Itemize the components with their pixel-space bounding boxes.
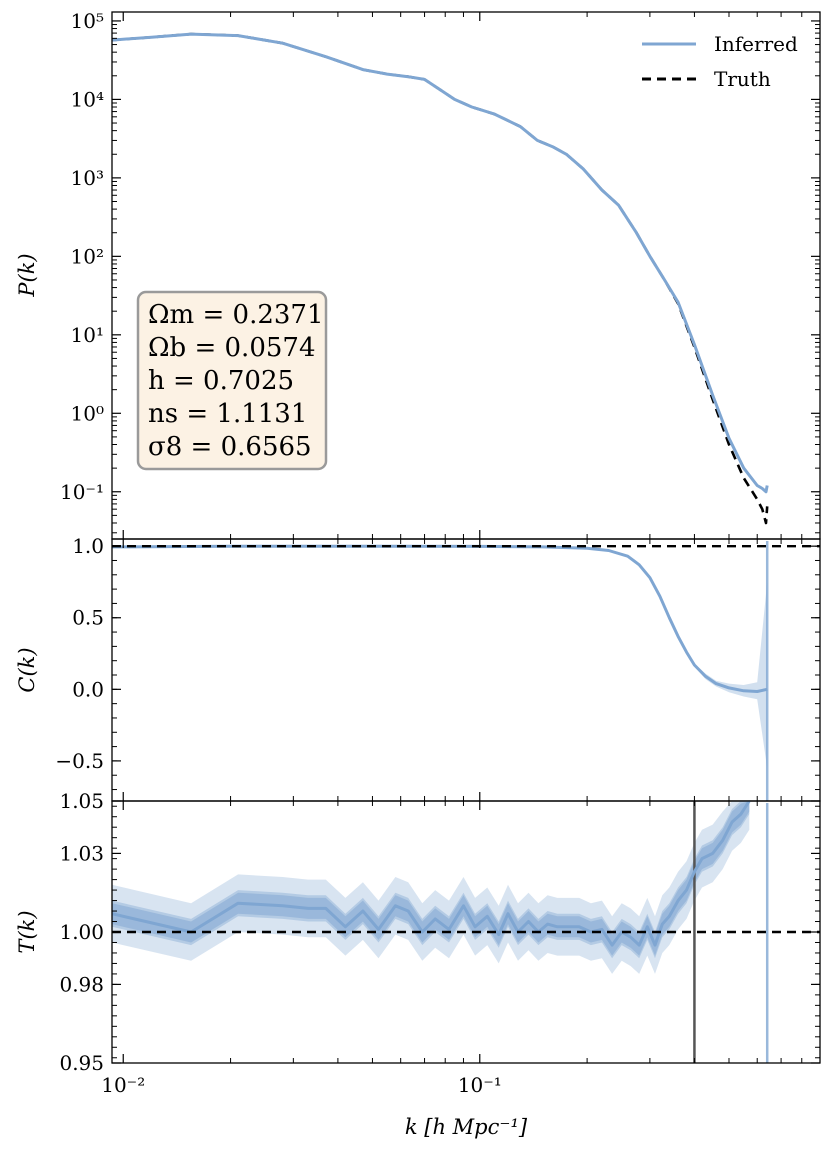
power-spectrum-panel: 10⁵ 10⁴ 10³ 10² 10¹ 10⁰ 10⁻¹ P(k) <box>15 9 821 540</box>
x-axis: 10⁻² 10⁻¹ <box>101 1073 502 1097</box>
y-tick-label: 0.98 <box>59 972 104 996</box>
param-h: h = 0.7025 <box>148 366 294 396</box>
y-tick-label: 10² <box>71 244 104 268</box>
y-tick-label: 10³ <box>71 166 104 190</box>
legend-truth-label: Truth <box>714 67 771 91</box>
y-tick-label: 10⁴ <box>71 87 104 111</box>
transfer-function-axes-frame <box>111 800 821 1064</box>
y-tick-label: 10⁵ <box>71 9 104 33</box>
y-tick-label: 0.5 <box>72 606 104 630</box>
y-tick-label: −0.5 <box>55 749 104 773</box>
param-ns: ns = 1.1131 <box>148 399 307 429</box>
legend-inferred-label: Inferred <box>714 32 798 56</box>
parameter-box-background <box>136 290 328 471</box>
power-spectrum-ylabel: P(k) <box>15 253 39 297</box>
y-tick-label: 10¹ <box>71 323 104 347</box>
param-omega-m: Ωm = 0.2371 <box>148 300 324 330</box>
inferred-line <box>111 544 768 693</box>
y-tick-label: 1.0 <box>72 534 104 558</box>
cross-correlation-ylabel: C(k) <box>15 647 39 692</box>
transfer-function-ylabel: T(k) <box>15 910 39 953</box>
x-tick-label: 10⁻² <box>101 1073 145 1097</box>
param-sigma8: σ8 = 0.6565 <box>148 432 312 462</box>
param-omega-b: Ωb = 0.0574 <box>148 333 316 363</box>
y-tick-label: 0.0 <box>72 677 104 701</box>
transfer-function-panel: 1.05 1.03 1.00 0.98 0.95 T(k) <box>15 789 821 1075</box>
legend: Inferred Truth <box>642 32 798 91</box>
y-tick-label: 1.05 <box>59 789 104 813</box>
y-tick-label: 1.03 <box>59 841 104 865</box>
y-tick-label: 0.95 <box>59 1051 104 1075</box>
uncertainty-band <box>112 801 750 959</box>
cross-correlation-axes-frame <box>111 538 821 802</box>
y-tick-label: 1.00 <box>59 920 104 944</box>
cosmology-parameter-box: Ωm = 0.2371 Ωb = 0.0574 h = 0.7025 ns = … <box>136 290 328 471</box>
cross-correlation-panel: 1.0 0.5 0.0 −0.5 C(k) <box>15 534 821 802</box>
x-tick-label: 10⁻¹ <box>458 1073 502 1097</box>
x-axis-label: k [h Mpc⁻¹] <box>405 1115 528 1139</box>
inferred-line <box>111 800 751 947</box>
y-tick-label: 10⁰ <box>71 401 104 425</box>
y-tick-label: 10⁻¹ <box>60 480 104 504</box>
inferred-line <box>111 32 769 494</box>
uncertainty-band <box>112 546 768 769</box>
